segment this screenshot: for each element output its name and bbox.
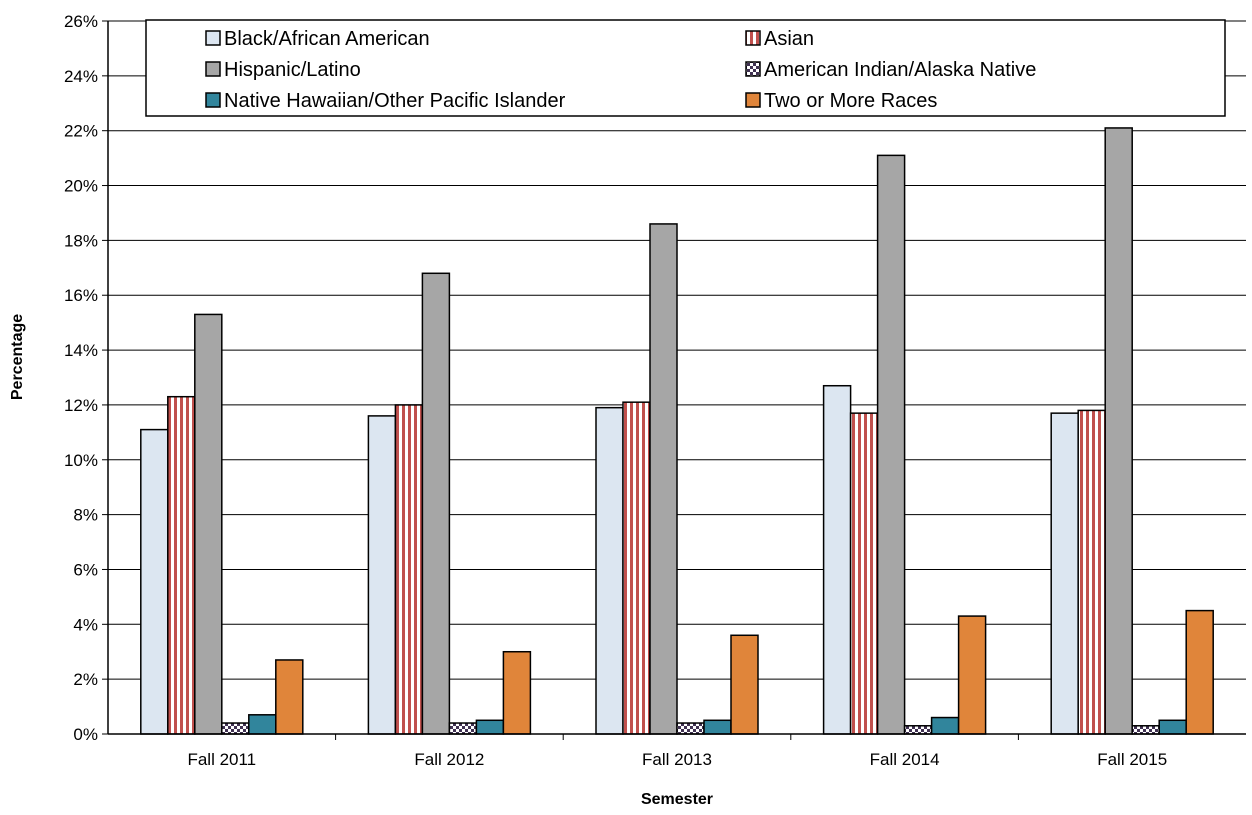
bar [275, 659, 304, 735]
bar [1185, 609, 1214, 735]
bar [1131, 725, 1160, 735]
y-tick-label: 0% [73, 725, 98, 744]
legend-swatch [745, 30, 761, 46]
y-axis-label: Percentage [9, 314, 26, 400]
y-tick-label: 26% [64, 12, 98, 31]
y-tick-label: 16% [64, 286, 98, 305]
bar [1050, 412, 1079, 735]
y-tick-label: 20% [64, 177, 98, 196]
bars [140, 127, 1214, 735]
legend-label: Asian [764, 28, 814, 50]
legend-box [145, 19, 1226, 117]
legend-label: American Indian/Alaska Native [764, 59, 1036, 81]
bar [194, 313, 223, 735]
bar [957, 615, 987, 735]
legend-swatch [205, 92, 221, 108]
bar [140, 428, 169, 735]
bar [849, 412, 879, 735]
bar [622, 401, 651, 735]
bar [248, 714, 277, 735]
y-tick-label: 4% [73, 615, 98, 634]
x-tick-label: Fall 2014 [870, 750, 940, 769]
x-tick-label: Fall 2012 [414, 750, 484, 769]
x-tick-label: Fall 2013 [642, 750, 712, 769]
bar [221, 722, 250, 735]
legend-label: Two or More Races [764, 90, 937, 112]
bar [703, 719, 732, 735]
legend-label: Black/African American [224, 28, 430, 50]
x-tick-label: Fall 2015 [1097, 750, 1167, 769]
bar [394, 404, 424, 735]
bar [167, 395, 196, 735]
legend-swatch [745, 61, 761, 77]
legend: Black/African American Asian Hispanic/Lati… [145, 19, 1226, 117]
y-tick-label: 6% [73, 560, 98, 579]
bar [448, 722, 478, 735]
bar [676, 722, 705, 735]
x-axis-label: Semester [641, 791, 713, 808]
tick-labels: 0% 2% 4% 6% 8% 10% 12% 14% 16% 18% 20% 22% 24% 26% Fal… [64, 12, 1167, 769]
bar [421, 272, 451, 735]
legend-label: Native Hawaiian/Other Pacific Islander [224, 90, 566, 112]
bar [595, 406, 624, 735]
y-tick-label: 18% [64, 231, 98, 250]
bar [367, 415, 397, 735]
y-tick-label: 8% [73, 506, 98, 525]
legend-swatch [205, 61, 221, 77]
y-tick-label: 24% [64, 67, 98, 86]
bar [649, 223, 678, 735]
bar [475, 719, 505, 735]
bar [876, 154, 906, 735]
bar [730, 634, 759, 735]
axes [102, 20, 1246, 740]
y-tick-label: 14% [64, 341, 98, 360]
bar [903, 725, 933, 735]
bar [930, 716, 960, 735]
y-tick-label: 10% [64, 451, 98, 470]
legend-swatch [745, 92, 761, 108]
y-tick-label: 2% [73, 670, 98, 689]
bar [1104, 127, 1133, 735]
bar [822, 384, 852, 735]
bar [1158, 719, 1187, 735]
legend-label: Hispanic/Latino [224, 59, 361, 81]
bar [1077, 409, 1106, 735]
y-tick-label: 22% [64, 122, 98, 141]
legend-swatch [205, 30, 221, 46]
y-tick-label: 12% [64, 396, 98, 415]
bar [502, 650, 532, 735]
x-tick-label: Fall 2011 [187, 750, 256, 769]
